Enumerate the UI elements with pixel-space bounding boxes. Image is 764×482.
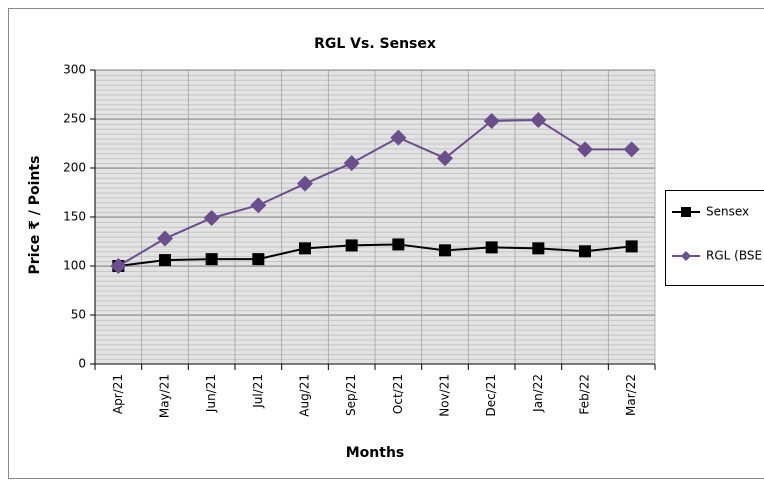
x-tick-label: Mar/22	[624, 374, 638, 416]
x-tick-label: Jul/21	[251, 374, 265, 409]
x-tick-label: Nov/21	[438, 374, 452, 417]
y-tick-label: 0	[78, 357, 86, 371]
point	[110, 258, 127, 274]
point	[577, 141, 593, 158]
point	[625, 240, 638, 253]
x-tick-label: Dec/21	[484, 374, 498, 417]
legend-box	[665, 190, 764, 286]
y-tick-label: 200	[63, 161, 86, 175]
x-tick-label: Aug/21	[298, 374, 312, 417]
point	[345, 239, 358, 252]
point	[390, 129, 407, 146]
point	[343, 155, 360, 172]
point	[579, 245, 591, 258]
point	[252, 253, 265, 266]
x-tick-label: Feb/22	[578, 374, 592, 415]
chart-title: RGL Vs. Sensex	[314, 36, 436, 52]
legend-label: Sensex	[706, 205, 749, 219]
point	[203, 209, 220, 226]
y-tick-label: 150	[63, 210, 86, 224]
y-tick-label: 250	[63, 112, 86, 126]
x-tick-label: Jun/21	[204, 374, 218, 413]
x-tick-label: Sep/21	[344, 374, 358, 416]
point	[157, 230, 173, 247]
point	[530, 111, 547, 128]
y-tick-label: 100	[63, 259, 86, 273]
point	[532, 242, 545, 255]
x-tick-label: Apr/21	[111, 374, 125, 414]
point	[392, 238, 405, 251]
legend-label: RGL (BSE	[706, 249, 762, 263]
point	[205, 253, 218, 266]
point	[623, 141, 640, 158]
series-line	[117, 118, 632, 267]
x-axis-label: Months	[346, 445, 405, 461]
point	[250, 197, 267, 214]
y-tick-label: 300	[63, 63, 86, 77]
point	[297, 175, 313, 192]
point	[439, 244, 451, 257]
point	[159, 254, 171, 267]
y-tick-label: 50	[71, 308, 86, 322]
point	[437, 150, 453, 167]
x-tick-label: May/21	[158, 374, 172, 418]
point	[299, 242, 311, 255]
x-tick-label: Jan/22	[531, 374, 545, 413]
legend-marker	[681, 251, 691, 261]
y-axis-label: Price ₹ / Points	[27, 156, 43, 275]
series-line	[118, 243, 632, 267]
x-tick-label: Oct/21	[391, 374, 405, 414]
point	[483, 112, 500, 129]
legend-marker	[681, 207, 691, 217]
point	[485, 241, 498, 254]
